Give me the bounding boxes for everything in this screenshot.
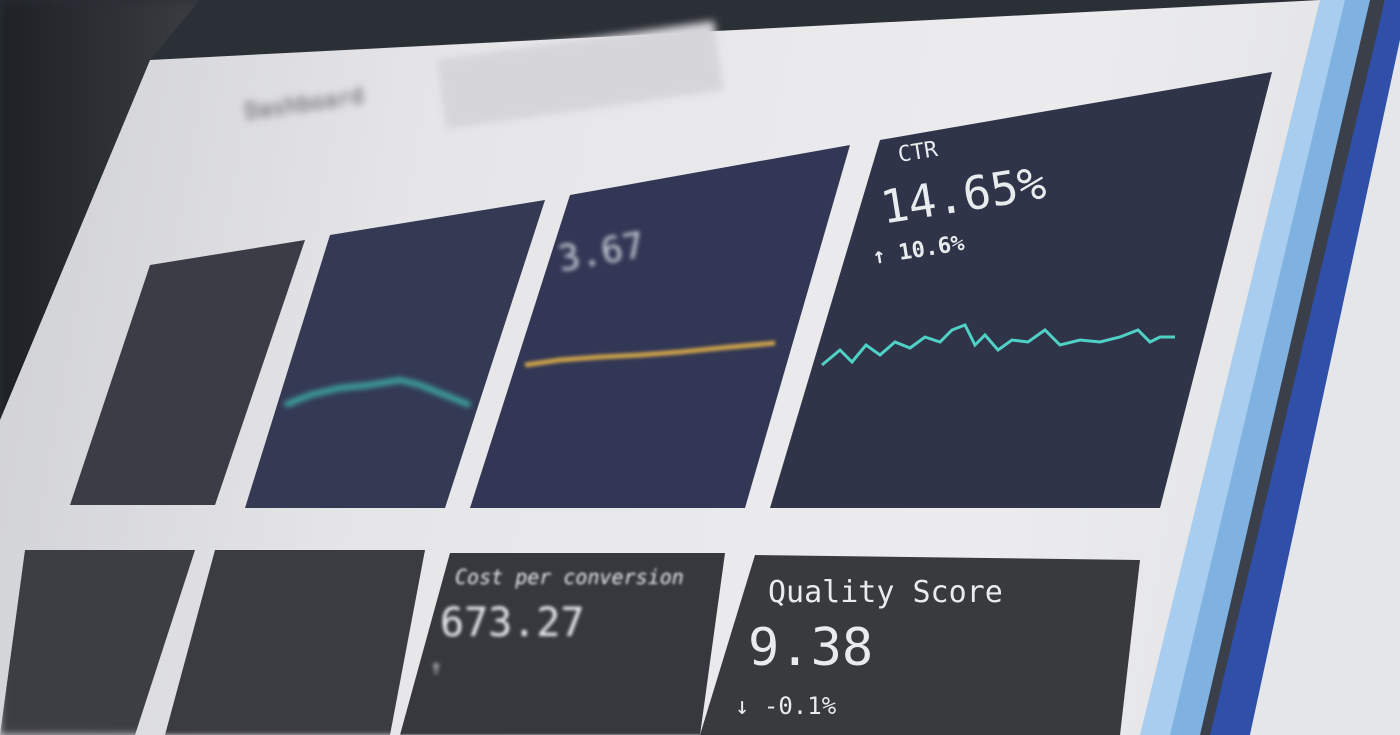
card-value: 673.27 [440,600,585,646]
arrow-up-icon: ↑ [430,655,443,679]
card-label: Cost per conversion [455,565,684,589]
sparkline-teal [284,377,471,408]
card-change: ↓ -0.1% [735,692,836,720]
card-value: 9.38 [748,618,874,678]
sparkline-ctr [821,323,1175,367]
card-change-value: -0.1% [763,692,837,720]
card-label: Quality Score [768,575,1003,610]
arrow-down-icon: ↓ [735,692,750,720]
sparkline-gold [524,340,776,368]
